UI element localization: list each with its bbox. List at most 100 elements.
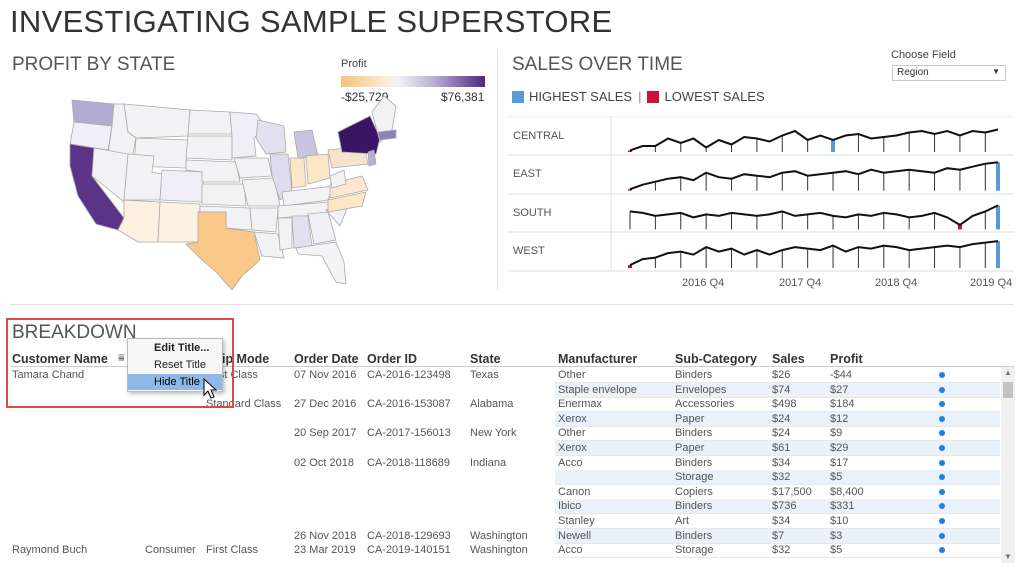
row-indicator-dot[interactable]: [939, 401, 945, 408]
cell-profit[interactable]: $8,400: [830, 485, 864, 498]
sales-bar[interactable]: [959, 169, 961, 191]
cell-sub-category[interactable]: Paper: [675, 442, 705, 454]
cell-profit[interactable]: $17: [830, 456, 849, 469]
cell-sub-category[interactable]: Storage: [675, 471, 714, 484]
row-indicator-dot[interactable]: [939, 430, 945, 437]
sales-bar[interactable]: [680, 212, 682, 230]
lowest-sales-bar[interactable]: [628, 265, 632, 269]
row-indicator-dot[interactable]: [939, 445, 945, 451]
row-indicator-dot[interactable]: [939, 488, 945, 495]
sales-bar[interactable]: [705, 147, 707, 153]
cell-sub-category[interactable]: Accessories: [675, 398, 735, 411]
sales-bar[interactable]: [781, 211, 783, 230]
col-header-customer[interactable]: Customer Name: [12, 352, 108, 366]
cell-profit[interactable]: $10: [830, 515, 849, 527]
sales-bar[interactable]: [807, 248, 809, 269]
sales-bar[interactable]: [984, 242, 986, 269]
row-indicator-dot[interactable]: [939, 415, 945, 422]
sales-bar[interactable]: [705, 214, 707, 230]
cell-sales[interactable]: $736: [772, 500, 797, 513]
sales-bar[interactable]: [883, 137, 885, 152]
cell-manufacturer[interactable]: Other: [558, 427, 586, 440]
cell-manufacturer[interactable]: Xerox: [558, 442, 587, 454]
cell-sub-category[interactable]: Copiers: [675, 485, 713, 498]
cell-order-date[interactable]: 07 Nov 2016: [294, 369, 357, 381]
sales-bar[interactable]: [654, 215, 656, 230]
col-header-sales[interactable]: Sales: [772, 352, 805, 366]
sales-bar[interactable]: [857, 134, 859, 152]
cell-manufacturer[interactable]: Other: [558, 369, 586, 381]
cell-sub-category[interactable]: Binders: [675, 427, 713, 440]
cell-profit[interactable]: $12: [830, 412, 849, 425]
cell-manufacturer[interactable]: Newell: [558, 529, 592, 542]
sales-trend-line[interactable]: [629, 161, 999, 191]
highest-sales-bar[interactable]: [996, 241, 1000, 269]
choose-field-dropdown[interactable]: Region ▼: [892, 65, 1006, 81]
row-indicator-dot[interactable]: [939, 518, 945, 524]
sales-bar[interactable]: [908, 217, 910, 230]
sales-bar[interactable]: [756, 250, 758, 269]
chevron-down-icon[interactable]: ▼: [992, 67, 1000, 76]
sales-bar[interactable]: [832, 172, 834, 191]
cell-profit[interactable]: $9: [830, 427, 843, 440]
cell-manufacturer[interactable]: Acco: [558, 456, 583, 469]
sales-bar[interactable]: [731, 178, 733, 191]
cell-state[interactable]: Texas: [470, 369, 499, 381]
sales-bar[interactable]: [756, 215, 758, 230]
cell-profit[interactable]: $5: [830, 544, 843, 557]
sales-bar[interactable]: [959, 135, 961, 153]
sales-bar[interactable]: [934, 247, 936, 269]
cell-sales[interactable]: $32: [772, 544, 791, 557]
row-indicator-dot[interactable]: [939, 503, 945, 510]
sales-bar[interactable]: [807, 175, 809, 191]
scroll-up-icon[interactable]: ▲: [1004, 368, 1012, 377]
cell-sales[interactable]: $7: [772, 529, 785, 542]
sales-bar[interactable]: [807, 214, 809, 230]
cell-sub-category[interactable]: Envelopes: [675, 383, 727, 396]
cell-customer[interactable]: Raymond Buch: [12, 544, 88, 557]
sales-bar[interactable]: [705, 247, 707, 269]
cell-manufacturer[interactable]: Acco: [558, 544, 583, 557]
cell-profit[interactable]: $184: [830, 398, 855, 411]
cell-state[interactable]: Alabama: [470, 398, 514, 411]
breakdown-title[interactable]: BREAKDOWN: [12, 322, 137, 343]
cell-order-id[interactable]: CA-2018-118689: [367, 456, 450, 469]
sales-bar[interactable]: [857, 174, 859, 191]
sales-bar[interactable]: [984, 132, 986, 153]
cell-ship-mode[interactable]: First Class: [206, 544, 258, 557]
scrollbar-thumb[interactable]: [1003, 382, 1013, 398]
row-indicator-dot[interactable]: [939, 372, 945, 378]
col-header-order-id[interactable]: Order ID: [367, 352, 418, 366]
sales-bar[interactable]: [680, 143, 682, 152]
col-header-order-date[interactable]: Order Date: [294, 352, 359, 366]
sales-bar[interactable]: [908, 250, 910, 269]
cell-order-date[interactable]: 23 Mar 2019: [294, 544, 356, 557]
cell-order-id[interactable]: CA-2016-123498: [367, 369, 451, 381]
sales-trend-line[interactable]: [629, 128, 999, 152]
highest-sales-bar[interactable]: [996, 162, 1000, 191]
cell-sub-category[interactable]: Binders: [675, 456, 713, 469]
sales-bar[interactable]: [654, 257, 656, 269]
cell-manufacturer[interactable]: Enermax: [558, 398, 603, 411]
cell-state[interactable]: Washington: [470, 544, 528, 557]
cell-state[interactable]: New York: [470, 427, 517, 440]
cell-sales[interactable]: $61: [772, 442, 791, 454]
row-indicator-dot[interactable]: [939, 459, 945, 466]
sales-bar[interactable]: [857, 247, 859, 269]
cell-sales[interactable]: $32: [772, 471, 791, 484]
sales-bar[interactable]: [934, 172, 936, 191]
sales-bar[interactable]: [883, 245, 885, 269]
cell-profit[interactable]: $27: [830, 383, 849, 396]
sales-bar[interactable]: [731, 144, 733, 153]
cell-sub-category[interactable]: Binders: [675, 529, 713, 542]
row-indicator-dot[interactable]: [939, 532, 945, 539]
sales-bar[interactable]: [883, 212, 885, 230]
sales-bar[interactable]: [883, 172, 885, 191]
sales-bar[interactable]: [857, 214, 859, 230]
cell-customer[interactable]: Tamara Chand: [12, 369, 85, 381]
lowest-sales-bar[interactable]: [957, 224, 962, 230]
cell-manufacturer[interactable]: Canon: [558, 485, 591, 498]
menu-item-edit-title[interactable]: Edit Title...: [154, 342, 210, 354]
sales-trend-line[interactable]: [629, 240, 999, 267]
menu-item-reset-title[interactable]: Reset Title: [154, 359, 206, 371]
